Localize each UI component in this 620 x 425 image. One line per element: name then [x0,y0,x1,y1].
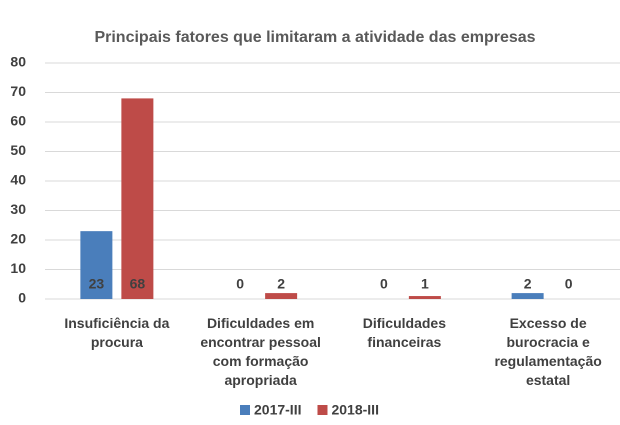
bar [265,293,298,299]
bar [511,293,544,299]
x-tick-label: Dificuldades em encontrar pessoal com fo… [200,315,321,388]
value-label: 0 [236,276,244,292]
y-tick-label: 40 [10,172,26,188]
y-tick-label: 10 [10,260,26,276]
bar [121,98,154,300]
value-label: 0 [565,276,573,292]
value-label: 0 [380,276,388,292]
legend-swatch [240,405,250,415]
x-tick-label: Insuficiência da procura [64,315,170,350]
legend-label: 2018-III [331,402,378,418]
value-label: 2 [524,276,532,292]
value-label: 2 [277,276,285,292]
bar [408,296,441,299]
y-tick-label: 0 [18,290,26,306]
x-tick-label: Dificuldades financeiras [362,315,446,350]
legend-label: 2017-III [254,402,301,418]
value-label: 23 [89,276,105,292]
x-tick-label: Excesso de burocracia e regulamentação e… [494,315,602,388]
value-label: 1 [421,276,429,292]
value-label: 68 [130,276,146,292]
y-tick-label: 50 [10,142,26,158]
y-tick-label: 30 [10,201,26,217]
bar [80,231,113,299]
y-tick-label: 70 [10,83,26,99]
y-tick-label: 60 [10,113,26,129]
y-tick-label: 80 [10,54,26,70]
y-tick-label: 20 [10,231,26,247]
chart-title: Principais fatores que limitaram a ativi… [94,29,535,46]
legend-swatch [317,405,328,415]
